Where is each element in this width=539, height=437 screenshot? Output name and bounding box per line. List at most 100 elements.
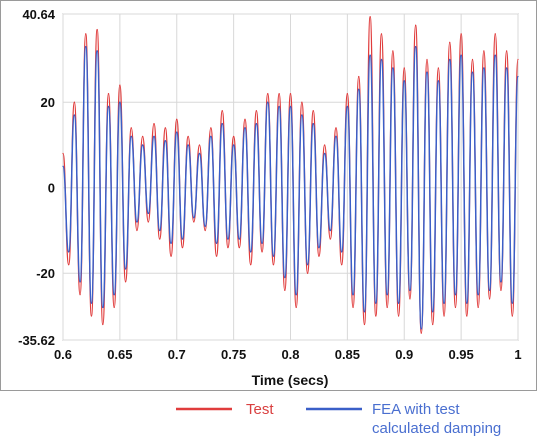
data-point-test (329, 238, 331, 240)
data-point-test (204, 229, 206, 232)
data-point-test (107, 93, 110, 95)
data-point-fea (261, 242, 263, 244)
data-point-test (244, 118, 246, 120)
data-point-fea (426, 71, 428, 73)
data-point-fea (477, 294, 479, 296)
data-point-test (454, 306, 457, 309)
data-point-fea (301, 114, 303, 116)
data-point-fea (335, 135, 337, 138)
data-point-fea (107, 105, 110, 108)
data-point-fea (494, 54, 496, 56)
data-point-fea (403, 80, 405, 82)
data-point-test (68, 264, 70, 266)
data-point-test (238, 246, 240, 249)
data-point-fea (278, 105, 280, 108)
data-point-fea (227, 238, 229, 240)
data-point-test (301, 101, 303, 103)
data-point-test (113, 306, 115, 309)
data-point-test (437, 67, 439, 69)
data-point-fea (324, 152, 326, 155)
data-point-fea (170, 242, 172, 244)
data-point-test (511, 315, 513, 317)
y-tick-label: 20 (41, 95, 55, 110)
data-point-fea (437, 80, 439, 82)
data-point-test (318, 255, 320, 257)
data-point-fea (272, 255, 275, 257)
data-point-fea (142, 144, 144, 146)
data-point-fea (449, 58, 451, 61)
data-point-test (397, 315, 400, 317)
data-point-fea (409, 289, 411, 291)
data-point-fea (397, 302, 400, 304)
y-tick-label: 0 (48, 181, 55, 196)
data-point-fea (392, 67, 394, 69)
data-point-fea (244, 127, 246, 129)
data-point-test (335, 127, 337, 129)
data-point-test (198, 144, 201, 146)
data-point-test (432, 323, 434, 326)
data-point-fea (483, 67, 485, 69)
data-point-fea (90, 302, 93, 304)
data-point-test (363, 323, 366, 326)
data-point-test (409, 298, 411, 300)
data-point-test (221, 110, 223, 112)
data-point-test (466, 315, 468, 317)
data-point-fea (443, 302, 445, 304)
data-point-test (187, 135, 189, 138)
data-point-test (193, 221, 195, 223)
data-point-test (124, 281, 127, 283)
x-tick-label: 0.6 (54, 347, 72, 362)
data-point-fea (471, 71, 474, 73)
data-point-fea (136, 221, 138, 223)
data-point-fea (506, 67, 508, 69)
data-point-fea (198, 152, 201, 155)
data-point-test (358, 75, 360, 78)
data-point-fea (312, 123, 314, 125)
data-point-test (90, 315, 93, 317)
data-point-fea (102, 306, 104, 309)
data-point-test (460, 33, 462, 35)
data-point-fea (460, 54, 462, 56)
data-point-test (295, 306, 297, 309)
data-point-fea (130, 135, 132, 138)
x-tick-label: 0.9 (395, 347, 413, 362)
data-point-test (380, 33, 383, 35)
data-point-fea (79, 281, 81, 283)
data-point-fea (204, 225, 206, 227)
data-point-test (341, 264, 343, 266)
data-point-fea (187, 144, 189, 146)
data-point-test (272, 264, 275, 266)
x-tick-label: 1 (514, 347, 521, 362)
data-point-test (130, 127, 132, 129)
data-point-fea (153, 135, 155, 138)
data-point-fea (113, 294, 115, 296)
data-point-test (142, 135, 144, 138)
data-point-fea (62, 165, 64, 167)
data-point-fea (375, 302, 377, 304)
data-point-fea (454, 294, 457, 296)
data-point-test (352, 306, 354, 309)
data-point-test (119, 84, 121, 86)
data-point-fea (124, 268, 127, 270)
data-point-test (392, 50, 394, 52)
data-point-fea (96, 50, 98, 52)
series-layer (62, 16, 519, 334)
data-point-test (289, 93, 292, 95)
data-point-fea (255, 123, 257, 125)
data-point-fea (181, 238, 184, 240)
data-point-test (403, 67, 405, 69)
data-point-test (426, 58, 428, 61)
data-point-fea (432, 311, 434, 313)
data-point-fea (267, 101, 269, 103)
data-point-fea (386, 294, 388, 296)
data-point-test (136, 229, 138, 232)
data-point-test (170, 255, 172, 257)
data-point-test (176, 118, 178, 120)
x-tick-label: 0.8 (281, 347, 299, 362)
data-point-test (494, 33, 496, 35)
data-point-fea (159, 229, 161, 232)
data-point-test (506, 50, 508, 52)
data-point-test (85, 33, 87, 35)
data-point-fea (250, 251, 252, 253)
